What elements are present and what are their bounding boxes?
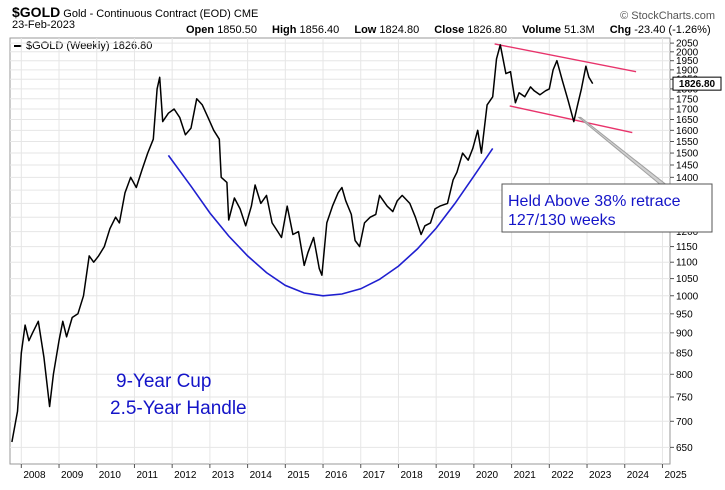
last-price-value: 1826.80: [679, 79, 716, 90]
y-tick-label: 1600: [676, 126, 699, 137]
x-tick-label: 2012: [174, 470, 197, 481]
y-tick-label: 900: [676, 328, 693, 339]
x-tick-label: 2016: [325, 470, 348, 481]
grid-lines: [10, 38, 670, 464]
high-label: High: [272, 24, 297, 36]
ohlc-quote: Open 1850.50 High 1856.40 Low 1824.80 Cl…: [186, 24, 723, 36]
date-label: 23-Feb-2023: [12, 19, 75, 31]
y-tick-label: 950: [676, 309, 693, 320]
y-tick-label: 1400: [676, 173, 699, 184]
annotation-box: [501, 183, 713, 233]
exchange-label: CME: [233, 8, 259, 20]
y-tick-label: 1750: [676, 94, 699, 105]
plot-frame: [9, 37, 671, 465]
y-tick-label: 2000: [676, 47, 699, 58]
x-tick-label: 2025: [664, 470, 687, 481]
cup-label-line1: 9-Year Cup: [116, 371, 211, 392]
chart-header-quote: 23-Feb-2023: [12, 19, 712, 31]
close-value: 1826.80: [467, 24, 508, 36]
x-tick-label: 2020: [476, 470, 499, 481]
channel-lower-line: [509, 105, 633, 134]
open-value: 1850.50: [217, 24, 257, 36]
close-label: Close: [434, 24, 465, 36]
y-tick-label: 700: [676, 417, 693, 428]
x-tick-label: 2014: [250, 470, 273, 481]
y-tick-label: 1200: [676, 227, 699, 238]
y-tick-label: 650: [676, 443, 693, 454]
x-tick-label: 2023: [589, 470, 612, 481]
x-tick-label: 2022: [551, 470, 574, 481]
high-value: 1856.40: [299, 24, 340, 36]
x-tick-label: 2017: [363, 470, 386, 481]
y-tick-label: 1700: [676, 105, 699, 116]
y-tick-label: 1650: [676, 115, 699, 126]
x-tick-label: 2011: [136, 470, 158, 481]
x-axis: 2008 2009 2010 2011 2012 2013 2014 2015 2016 2017…: [20, 464, 687, 481]
y-tick-label: 750: [676, 393, 693, 404]
x-tick-label: 2015: [287, 470, 310, 481]
open-label: Open: [186, 24, 215, 36]
x-tick-label: 2021: [514, 470, 537, 481]
y-tick-label: 1900: [676, 65, 699, 76]
y-tick-label: 1100: [676, 258, 698, 269]
legend-swatch: [14, 45, 22, 48]
volume-value: 51.3M: [564, 24, 595, 36]
annotation-pointer: [577, 116, 670, 187]
y-tick-label: 1150: [676, 242, 698, 253]
annotation-box-line2: 127/130 weeks: [508, 212, 616, 229]
volume-label: Volume: [522, 24, 562, 36]
x-tick-label: 2013: [212, 470, 235, 481]
x-tick-label: 2008: [23, 470, 46, 481]
x-tick-label: 2009: [61, 470, 84, 481]
last-price-tag: 1826.80: [672, 76, 722, 91]
x-tick-label: 2018: [400, 470, 423, 481]
chg-value: -23.40 (-1.26%): [634, 24, 711, 36]
price-series-line[interactable]: [11, 44, 594, 443]
copyright-notice[interactable]: © StockCharts.com: [620, 10, 715, 22]
y-tick-label: 850: [676, 348, 693, 359]
y-tick-label: 1000: [676, 291, 699, 302]
y-tick-label: 1500: [676, 149, 699, 160]
x-tick-label: 2010: [99, 470, 122, 481]
y-tick-label: 2050: [676, 39, 699, 50]
annotation-box-line1: Held Above 38% retrace: [508, 193, 681, 210]
y-tick-label: 1950: [676, 56, 699, 67]
low-value: 1824.80: [379, 24, 420, 36]
x-tick-label: 2024: [627, 470, 650, 481]
x-tick-label: 2019: [438, 470, 461, 481]
chg-label: Chg: [609, 24, 632, 36]
y-tick-label: 1450: [676, 160, 699, 171]
channel-upper-line: [494, 43, 637, 73]
chart-header-top: $GOLD Gold - Continuous Contract (EOD) C…: [12, 4, 258, 20]
low-label: Low: [354, 24, 377, 36]
symbol-description: Gold - Continuous Contract (EOD): [63, 8, 231, 20]
symbol-label[interactable]: $GOLD: [12, 4, 61, 20]
y-tick-label: 1550: [676, 137, 699, 148]
y-axis: 650 700 750 800 850 900 950 1000 1050 1100 1150 120…: [670, 39, 699, 454]
cup-label-line2: 2.5-Year Handle: [110, 398, 247, 419]
y-tick-label: 1050: [676, 274, 699, 285]
cup-curve: [167, 147, 494, 297]
y-tick-label: 800: [676, 370, 693, 381]
